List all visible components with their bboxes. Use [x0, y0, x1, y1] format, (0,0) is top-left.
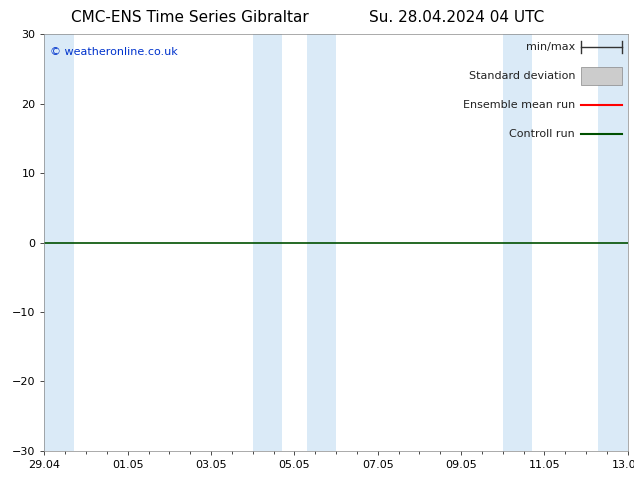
Bar	[253, 34, 282, 451]
Text: Su. 28.04.2024 04 UTC: Su. 28.04.2024 04 UTC	[369, 10, 544, 25]
Bar	[44, 34, 74, 451]
Bar	[307, 34, 336, 451]
Bar	[581, 67, 622, 85]
Text: min/max: min/max	[526, 42, 575, 52]
Bar	[503, 34, 532, 451]
Text: CMC-ENS Time Series Gibraltar: CMC-ENS Time Series Gibraltar	[71, 10, 309, 25]
Text: Standard deviation: Standard deviation	[469, 71, 575, 81]
Text: Controll run: Controll run	[509, 129, 575, 139]
Text: Ensemble mean run: Ensemble mean run	[463, 100, 575, 110]
Text: © weatheronline.co.uk: © weatheronline.co.uk	[50, 47, 178, 57]
Bar	[598, 34, 628, 451]
